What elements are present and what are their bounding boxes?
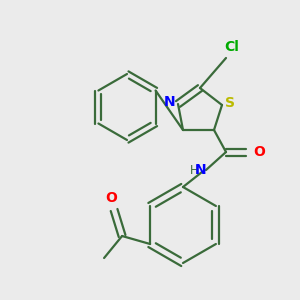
Text: Cl: Cl bbox=[225, 40, 239, 54]
Text: O: O bbox=[105, 191, 117, 205]
Text: S: S bbox=[225, 96, 235, 110]
Text: H: H bbox=[190, 164, 199, 176]
Text: N: N bbox=[164, 95, 175, 109]
Text: O: O bbox=[253, 145, 265, 159]
Text: N: N bbox=[194, 163, 206, 177]
